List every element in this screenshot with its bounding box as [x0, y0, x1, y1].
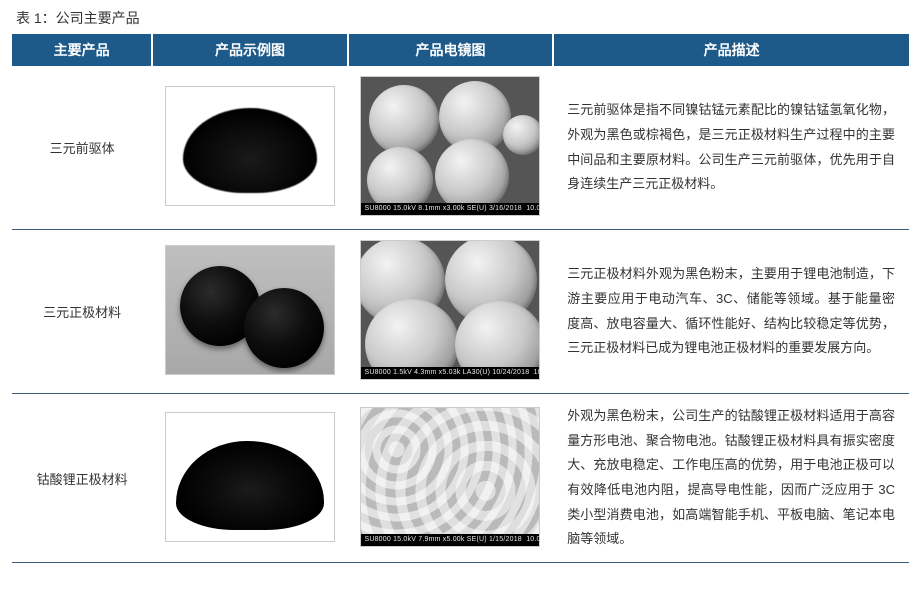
table-row: 钴酸锂正极材料 SU8000 15.0kV 7.9mm x5.00k SE(U)…: [12, 394, 909, 563]
product-name: 钴酸锂正极材料: [12, 394, 152, 563]
sample-image-cell: [152, 66, 347, 230]
sample-image-placeholder: [165, 245, 335, 375]
sample-image-placeholder: [165, 86, 335, 206]
sample-image-cell: [152, 230, 347, 394]
col-header-product: 主要产品: [12, 34, 152, 66]
sample-image-placeholder: [165, 412, 335, 542]
sem-image-cell: SU8000 1.5kV 4.3mm x5.03k LA30(U) 10/24/…: [348, 230, 553, 394]
table-caption: 表 1：公司主要产品: [12, 8, 909, 28]
products-table: 主要产品 产品示例图 产品电镜图 产品描述 三元前驱体 SU8000 15.0k…: [12, 34, 909, 563]
sem-image-placeholder: SU8000 1.5kV 4.3mm x5.03k LA30(U) 10/24/…: [360, 240, 540, 380]
table-row: 三元前驱体 SU8000 15.0kV 8.1mm x3.00k SE(U) 3…: [12, 66, 909, 230]
product-description: 三元正极材料外观为黑色粉末，主要用于锂电池制造，下游主要应用于电动汽车、3C、储…: [553, 230, 909, 394]
col-header-desc: 产品描述: [553, 34, 909, 66]
table-row: 三元正极材料 SU8000 1.5kV 4.3mm x5.03k LA30(U)…: [12, 230, 909, 394]
sem-caption: SU8000 15.0kV 8.1mm x3.00k SE(U) 3/16/20…: [361, 203, 539, 215]
sample-image-cell: [152, 394, 347, 563]
product-name: 三元前驱体: [12, 66, 152, 230]
header-row: 主要产品 产品示例图 产品电镜图 产品描述: [12, 34, 909, 66]
sem-image-cell: SU8000 15.0kV 7.9mm x5.00k SE(U) 1/15/20…: [348, 394, 553, 563]
sem-image-cell: SU8000 15.0kV 8.1mm x3.00k SE(U) 3/16/20…: [348, 66, 553, 230]
sem-caption: SU8000 1.5kV 4.3mm x5.03k LA30(U) 10/24/…: [361, 367, 539, 379]
product-name: 三元正极材料: [12, 230, 152, 394]
sem-image-placeholder: SU8000 15.0kV 7.9mm x5.00k SE(U) 1/15/20…: [360, 407, 540, 547]
product-description: 三元前驱体是指不同镍钴锰元素配比的镍钴锰氢氧化物，外观为黑色或棕褐色，是三元正极…: [553, 66, 909, 230]
col-header-sem: 产品电镜图: [348, 34, 553, 66]
sem-caption: SU8000 15.0kV 7.9mm x5.00k SE(U) 1/15/20…: [361, 534, 539, 546]
sem-image-placeholder: SU8000 15.0kV 8.1mm x3.00k SE(U) 3/16/20…: [360, 76, 540, 216]
product-description: 外观为黑色粉末，公司生产的钴酸锂正极材料适用于高容量方形电池、聚合物电池。钴酸锂…: [553, 394, 909, 563]
col-header-sample: 产品示例图: [152, 34, 347, 66]
